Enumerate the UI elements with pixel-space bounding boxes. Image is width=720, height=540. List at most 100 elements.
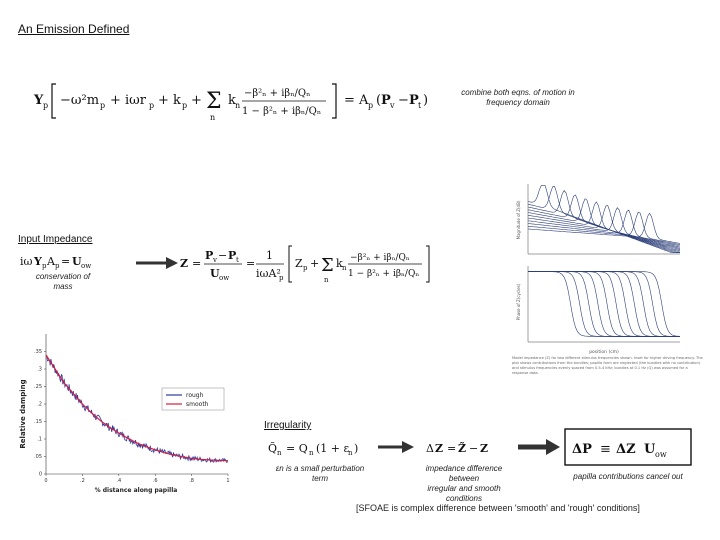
q-perturbation-note: εn is a small perturbation term — [262, 464, 378, 484]
svg-text:p: p — [42, 262, 47, 270]
svg-text:U: U — [644, 442, 656, 457]
svg-text:ow: ow — [219, 274, 229, 282]
svg-text:): ) — [354, 442, 358, 455]
boxed-equation-note: papilla contributions cancel out — [573, 472, 683, 481]
svg-text:+ k: + k — [158, 93, 181, 108]
damping-x-tick-label: .2 — [80, 478, 85, 484]
svg-text:U: U — [210, 267, 220, 280]
svg-text:ow: ow — [81, 262, 91, 270]
svg-text:Z: Z — [480, 442, 488, 455]
damping-xlabel: % distance along papilla — [95, 487, 178, 494]
damping-series — [45, 354, 229, 463]
damping-ylabel: Relative damping — [19, 379, 27, 448]
svg-text:t: t — [418, 101, 422, 110]
svg-text:n: n — [309, 449, 314, 457]
svg-text:= Q: = Q — [286, 442, 308, 455]
damping-y-tick-label: .35 — [34, 349, 42, 355]
magnitude-ylabel: Magnitude of Z(dB) — [516, 200, 521, 239]
svg-text:P: P — [409, 93, 419, 108]
svg-text:P: P — [205, 249, 213, 262]
svg-text:Y: Y — [33, 255, 42, 268]
svg-text:ΔP: ΔP — [572, 442, 592, 457]
svg-text:−β²ₙ + iβₙ/Qₙ: −β²ₙ + iβₙ/Qₙ — [244, 88, 310, 99]
phase-curves — [528, 271, 681, 337]
damping-x-tick-label: .6 — [153, 478, 158, 484]
svg-text:iωA²: iωA² — [256, 267, 281, 280]
svg-text:n: n — [277, 449, 282, 457]
top-equation-note: combine both eqns. of motion in frequenc… — [448, 88, 588, 108]
phase-chart: Phase of Z(cycles) position (cm) — [516, 266, 681, 355]
svg-text:≡: ≡ — [600, 442, 611, 457]
arrow-2 — [378, 441, 414, 453]
magnitude-curves — [527, 185, 681, 253]
dz-note-line-1: impedance difference between — [425, 464, 503, 483]
damping-axes: 0 .2 .4 .6 .8 1 0 .05 .1 .15 .2 .25 .3 .35 — [34, 334, 230, 484]
legend-smooth-label: smooth — [186, 401, 209, 408]
damping-x-tick-label: 1 — [226, 478, 229, 484]
svg-text:=: = — [447, 442, 456, 455]
svg-text:n: n — [235, 101, 240, 110]
mass-conservation-note: conservation of mass — [18, 272, 108, 292]
svg-text:P: P — [381, 93, 391, 108]
svg-text:n: n — [348, 449, 353, 457]
damping-y-tick-label: .2 — [37, 402, 42, 408]
svg-text:U: U — [72, 255, 82, 268]
damping-y-tick-label: .1 — [37, 437, 42, 443]
svg-text:p: p — [43, 101, 48, 110]
svg-text:−β²ₙ + iβₙ/Qₙ: −β²ₙ + iβₙ/Qₙ — [350, 253, 410, 263]
svg-text:p: p — [149, 101, 154, 110]
svg-text:p: p — [303, 264, 308, 272]
svg-text:Y: Y — [33, 93, 44, 108]
svg-text:1 − β²ₙ + iβₙ/Qₙ: 1 − β²ₙ + iβₙ/Qₙ — [242, 106, 321, 117]
svg-text:−: − — [398, 93, 409, 108]
svg-text:+: + — [191, 93, 202, 108]
svg-text:p: p — [368, 101, 373, 110]
q-note-line-2: term — [312, 474, 328, 483]
damping-x-tick-label: .4 — [116, 478, 121, 484]
svg-text:P: P — [228, 249, 236, 262]
dz-note-line-2: irregular and smooth conditions — [427, 484, 501, 503]
svg-text:=: = — [192, 257, 201, 270]
svg-text:+: + — [310, 257, 319, 270]
svg-text:p: p — [182, 101, 187, 110]
top-note-line-2: frequency domain — [486, 98, 550, 107]
bottom-caption: [SFOAE is complex difference between 'sm… — [356, 503, 640, 513]
svg-text:= A: = A — [344, 93, 369, 108]
magnitude-curve — [527, 201, 681, 250]
damping-x-tick-label: 0 — [44, 478, 47, 484]
svg-text:Z: Z — [295, 257, 303, 270]
svg-text:Z̃: Z̃ — [458, 442, 466, 455]
magnitude-curve — [527, 198, 681, 252]
svg-text:Q̃: Q̃ — [268, 442, 277, 455]
svg-text:Σ: Σ — [206, 89, 222, 114]
arrow-1 — [136, 257, 178, 269]
irregularity-heading: Irregularity — [264, 420, 312, 431]
svg-text:(: ( — [376, 93, 381, 108]
svg-text:(1 + ε: (1 + ε — [316, 442, 350, 455]
svg-text:Z: Z — [180, 257, 188, 270]
svg-text:p: p — [55, 262, 60, 270]
magnitude-curve — [527, 209, 681, 247]
svg-text:p: p — [100, 101, 105, 110]
svg-text:1 − β²ₙ + iβₙ/Qₙ: 1 − β²ₙ + iβₙ/Qₙ — [348, 269, 419, 279]
right-figure-caption: Model impedance (Z) for two different st… — [512, 356, 703, 375]
phase-xlabel: position (cm) — [589, 349, 619, 355]
svg-text:v: v — [389, 101, 395, 110]
damping-y-tick-label: .25 — [34, 384, 42, 390]
svg-text:−: − — [469, 442, 478, 455]
mass-note-line-2: mass — [53, 282, 73, 291]
svg-text:n: n — [210, 113, 215, 122]
svg-text:): ) — [423, 93, 428, 108]
magnitude-curve — [527, 207, 681, 248]
svg-text:Σ: Σ — [321, 255, 334, 276]
svg-text:+ iωr: + iωr — [110, 93, 147, 108]
legend-rough-label: rough — [186, 392, 204, 399]
svg-text:A: A — [46, 255, 56, 268]
svg-text:p: p — [279, 274, 284, 282]
damping-legend: rough smooth — [161, 387, 225, 411]
svg-text:−ω²m: −ω²m — [60, 93, 99, 108]
svg-text:Δ: Δ — [426, 442, 434, 455]
svg-text:iω: iω — [20, 255, 33, 268]
